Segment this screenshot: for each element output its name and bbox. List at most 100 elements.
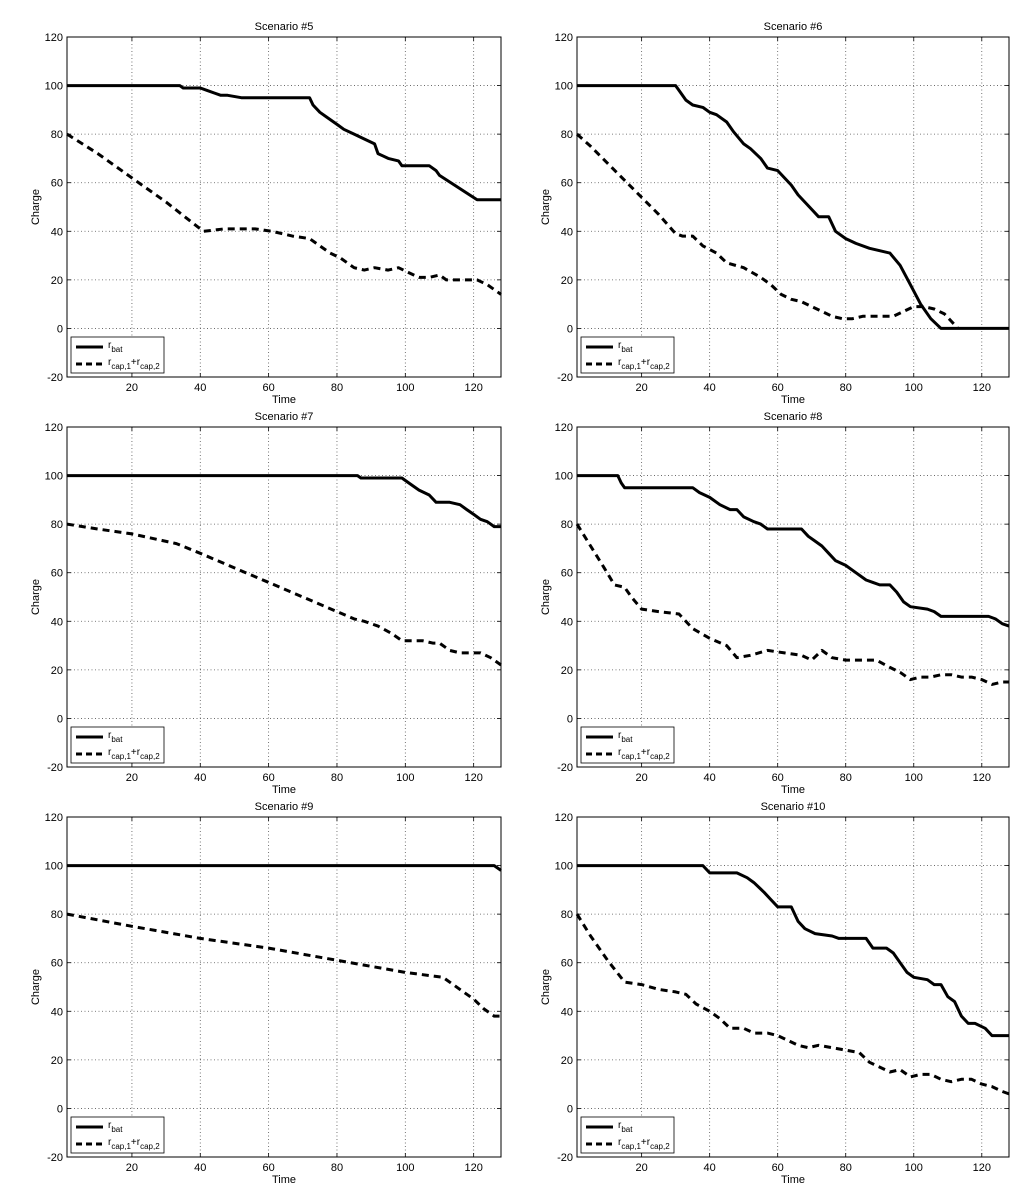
axes-frame	[576, 816, 1010, 1158]
y-tick-label: 60	[51, 958, 63, 970]
x-tick-label: 20	[636, 1162, 648, 1174]
x-axis-label: Time	[272, 394, 296, 406]
chart-panel-1: 20 40 60 80 100 120 -20 0 20 40 60 80 100 120 Scenario…	[30, 21, 502, 406]
legend-label-1: rbat	[618, 1120, 633, 1134]
series-line-r-bat	[67, 84, 501, 202]
plot-area	[67, 37, 501, 377]
legend-label-2: rcap,1+rcap,2	[108, 747, 160, 761]
series-line-r-bat	[577, 84, 1009, 330]
y-tick-label: 40	[51, 226, 63, 238]
x-tick-label: 120	[464, 382, 482, 394]
x-axis-label: Time	[781, 1174, 805, 1186]
legend: rbat rcap,1+rcap,2	[70, 1116, 165, 1154]
x-tick-label: 80	[331, 772, 343, 784]
y-tick-label: 60	[561, 568, 573, 580]
x-tick-label: 100	[905, 382, 923, 394]
legend-box	[70, 336, 165, 374]
y-tick-label: 40	[561, 226, 573, 238]
legend: rbat rcap,1+rcap,2	[70, 726, 165, 764]
y-tick-label: 80	[51, 909, 63, 921]
x-tick-label: 20	[126, 382, 138, 394]
y-tick-label: 40	[561, 616, 573, 628]
legend: rbat rcap,1+rcap,2	[580, 336, 675, 374]
x-tick-label: 60	[772, 772, 784, 784]
x-tick-label: 40	[704, 1162, 716, 1174]
y-axis-label: Charge	[30, 969, 42, 1005]
y-tick-label: 100	[45, 81, 63, 93]
x-tick-label: 40	[704, 382, 716, 394]
y-tick-label: 100	[45, 471, 63, 483]
plot-area	[577, 37, 1009, 377]
x-tick-label: 120	[973, 772, 991, 784]
x-tick-label: 60	[772, 1162, 784, 1174]
y-tick-label: 0	[57, 713, 63, 725]
y-tick-label: 120	[45, 32, 63, 44]
chart-panel-2: 20 40 60 80 100 120 -20 0 20 40 60 80 100 120 Scenario…	[540, 21, 1010, 406]
legend-label-1: rbat	[108, 730, 123, 744]
y-tick-label: 20	[561, 275, 573, 287]
y-tick-label: 120	[45, 812, 63, 824]
x-tick-label: 20	[126, 1162, 138, 1174]
x-tick-label: 40	[194, 772, 206, 784]
series-line-r-cap-sum	[66, 912, 501, 1018]
x-tick-label: 40	[704, 772, 716, 784]
y-tick-label: 60	[51, 568, 63, 580]
x-axis-label: Time	[781, 784, 805, 796]
legend-label-2: rcap,1+rcap,2	[618, 747, 670, 761]
series-line-r-cap-sum	[575, 523, 1009, 686]
legend-box	[580, 1116, 675, 1154]
legend-label-2: rcap,1+rcap,2	[618, 1137, 670, 1151]
x-tick-label: 120	[973, 382, 991, 394]
y-axis-label: Charge	[30, 189, 42, 225]
legend: rbat rcap,1+rcap,2	[580, 726, 675, 764]
y-axis-label: Charge	[540, 969, 552, 1005]
y-tick-label: 0	[567, 713, 573, 725]
y-tick-label: 80	[561, 909, 573, 921]
y-tick-label: -20	[47, 762, 63, 774]
series-line-r-cap-sum	[66, 522, 502, 667]
y-tick-label: 80	[561, 129, 573, 141]
x-tick-label: 40	[194, 382, 206, 394]
x-tick-label: 120	[464, 1162, 482, 1174]
x-axis-label: Time	[272, 784, 296, 796]
y-tick-label: 20	[51, 275, 63, 287]
series-line-r-bat	[67, 864, 502, 872]
series-line-r-cap-sum	[575, 132, 960, 330]
legend-label-2: rcap,1+rcap,2	[108, 357, 160, 371]
x-axis-label: Time	[272, 1174, 296, 1186]
y-tick-label: -20	[557, 372, 573, 384]
y-tick-label: 20	[561, 1055, 573, 1067]
y-tick-label: 100	[555, 861, 573, 873]
chart-title: Scenario #8	[764, 411, 823, 423]
x-tick-label: 60	[262, 382, 274, 394]
x-tick-label: 80	[840, 1162, 852, 1174]
axes-frame	[66, 816, 502, 1158]
y-tick-label: 0	[57, 323, 63, 335]
chart-panel-4: 20 40 60 80 100 120 -20 0 20 40 60 80 100 120 Scenario…	[540, 411, 1010, 796]
x-tick-label: 80	[840, 382, 852, 394]
y-tick-label: -20	[557, 762, 573, 774]
series-line-r-bat	[577, 474, 1010, 628]
y-tick-label: 0	[567, 1103, 573, 1115]
x-tick-label: 20	[636, 772, 648, 784]
legend: rbat rcap,1+rcap,2	[70, 336, 165, 374]
axes-frame	[576, 426, 1010, 768]
y-tick-label: 80	[561, 519, 573, 531]
legend: rbat rcap,1+rcap,2	[580, 1116, 675, 1154]
x-tick-label: 20	[126, 772, 138, 784]
x-tick-label: 100	[396, 772, 414, 784]
x-tick-label: 60	[262, 772, 274, 784]
y-tick-label: -20	[47, 372, 63, 384]
legend-box	[580, 726, 675, 764]
plot-area	[577, 817, 1009, 1157]
series-line-r-cap-sum	[575, 913, 1010, 1096]
legend-box	[70, 1116, 165, 1154]
plot-area	[67, 427, 501, 767]
y-tick-label: 120	[555, 422, 573, 434]
x-tick-label: 120	[973, 1162, 991, 1174]
chart-panel-5: 20 40 60 80 100 120 -20 0 20 40 60 80 100 120 Scenario…	[30, 801, 502, 1186]
y-tick-label: 80	[51, 129, 63, 141]
y-tick-label: -20	[47, 1152, 63, 1164]
y-tick-label: 120	[555, 32, 573, 44]
series-line-r-bat	[577, 864, 1009, 1038]
